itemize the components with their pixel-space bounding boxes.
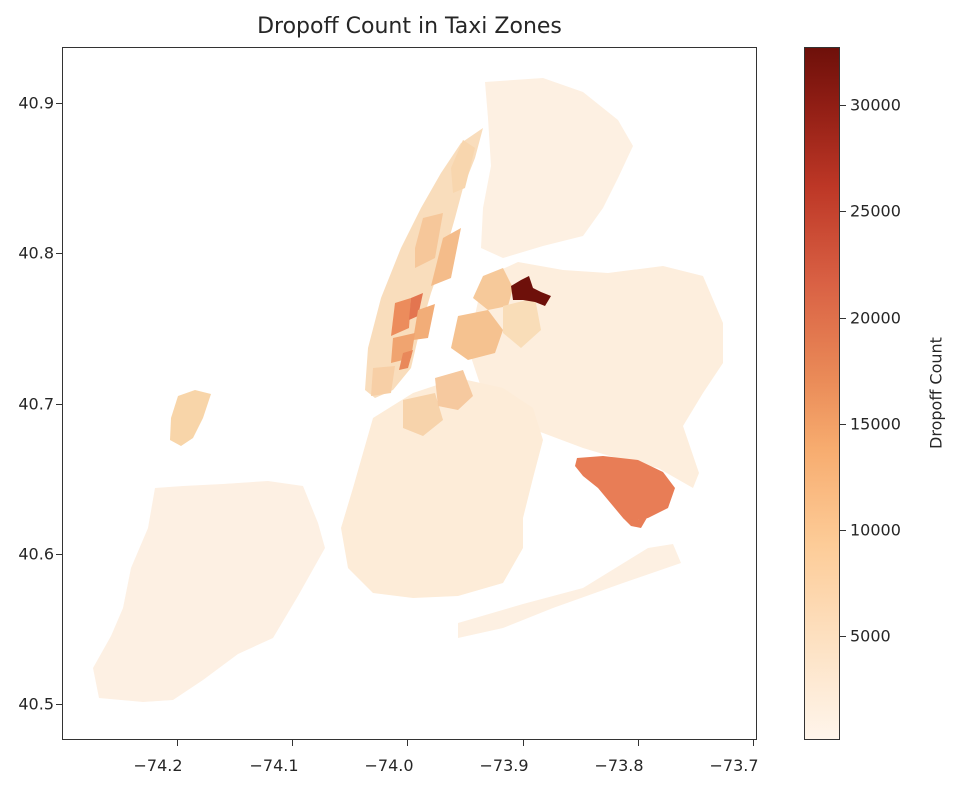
y-tick-mark (56, 103, 62, 104)
x-tick-mark (523, 740, 524, 746)
colorbar-label: Dropoff Count (926, 337, 946, 449)
zone-lower-manhattan (371, 366, 395, 396)
y-tick-label: 40.7 (18, 394, 54, 414)
colorbar-tick-mark (840, 424, 846, 425)
zone-elmhurst (503, 298, 541, 348)
zone-staten-island (93, 481, 325, 702)
x-tick-label: −73.7 (709, 756, 759, 775)
x-tick-mark (638, 740, 639, 746)
colorbar-tick-label: 20000 (850, 308, 901, 328)
zone-jackson-heights (451, 310, 503, 360)
y-tick-mark (56, 554, 62, 555)
zone-astoria (473, 268, 513, 310)
zone-laguardia-airport (511, 276, 551, 306)
x-tick-mark (407, 740, 408, 746)
chart-title: Dropoff Count in Taxi Zones (257, 14, 562, 39)
zone-brooklyn-downtown (403, 393, 443, 436)
x-tick-mark (753, 740, 754, 746)
colorbar-tick-label: 15000 (850, 414, 901, 434)
zone-jfk-airport (575, 456, 675, 522)
zone-bronx (481, 78, 633, 258)
colorbar (804, 47, 840, 740)
zone-upper-manhattan (451, 140, 475, 193)
y-tick-label: 40.6 (18, 544, 54, 564)
y-tick-mark (56, 253, 62, 254)
x-tick-mark (292, 740, 293, 746)
zone-upper-west (415, 213, 443, 268)
map-plot-area (62, 47, 757, 740)
x-tick-label: −73.8 (594, 756, 644, 775)
x-tick-label: −74.0 (364, 756, 414, 775)
colorbar-tick-mark (840, 105, 846, 106)
zone-midtown-west (391, 298, 411, 336)
x-tick-label: −74.2 (133, 756, 183, 775)
zone-east-village (399, 350, 413, 370)
zone-newark-area (170, 390, 211, 446)
colorbar-tick-mark (840, 211, 846, 212)
colorbar-tick-label: 30000 (850, 95, 901, 115)
zone-midtown-east (413, 304, 435, 340)
zone-upper-east (431, 228, 461, 286)
y-tick-mark (56, 704, 62, 705)
x-tick-mark (177, 740, 178, 746)
zone-midtown-center (409, 293, 423, 320)
y-tick-label: 40.8 (18, 243, 54, 263)
colorbar-tick-mark (840, 530, 846, 531)
taxi-zone-map (93, 78, 723, 702)
x-tick-label: −74.1 (249, 756, 299, 775)
zone-rockaway (458, 544, 681, 638)
colorbar-tick-mark (840, 318, 846, 319)
colorbar-tick-label: 5000 (850, 626, 891, 646)
zone-williamsburg (435, 370, 473, 410)
colorbar-tick-label: 10000 (850, 520, 901, 540)
colorbar-tick-mark (840, 636, 846, 637)
y-tick-mark (56, 404, 62, 405)
x-tick-label: −73.9 (479, 756, 529, 775)
zone-jfk-tail (623, 516, 648, 528)
colorbar-tick-label: 25000 (850, 201, 901, 221)
y-tick-label: 40.9 (18, 93, 54, 113)
zone-brooklyn (341, 378, 543, 598)
y-tick-label: 40.5 (18, 694, 54, 714)
